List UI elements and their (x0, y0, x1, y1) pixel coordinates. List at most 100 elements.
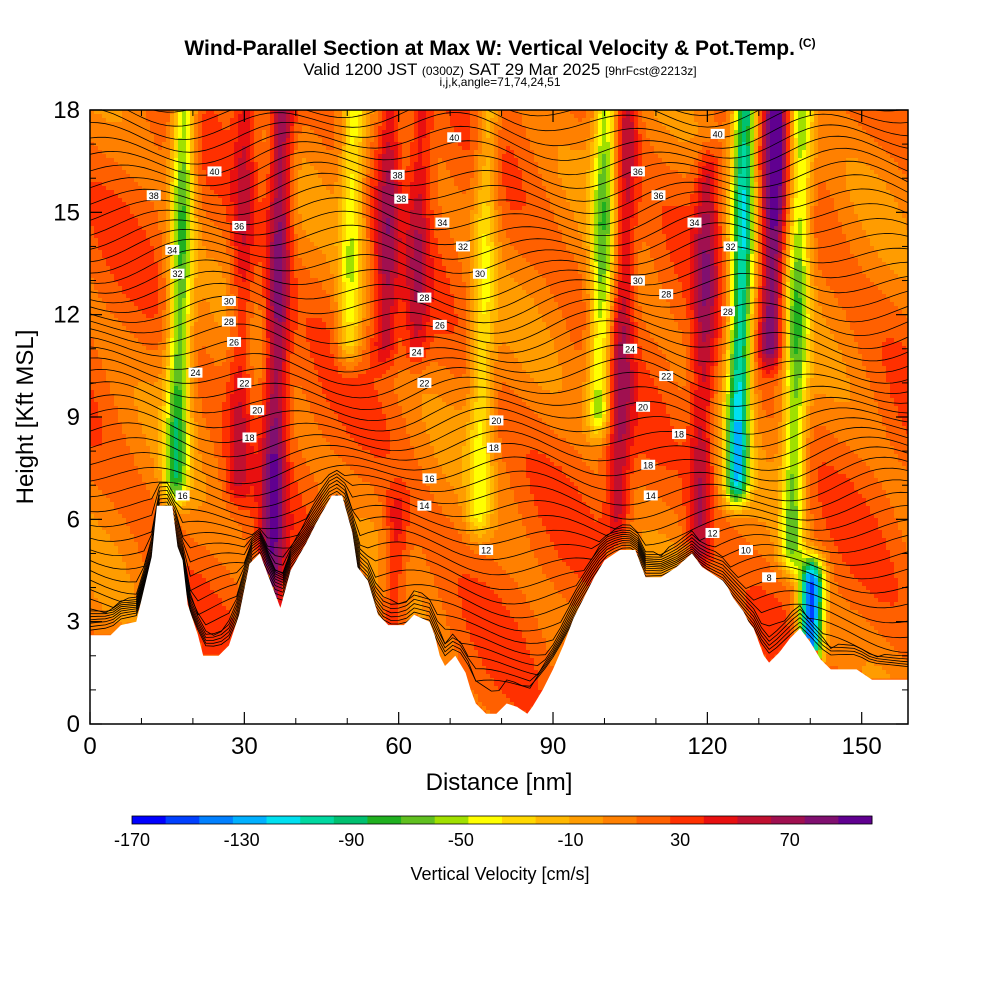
field-cell (694, 146, 699, 151)
field-cell (894, 170, 899, 175)
field-cell (862, 194, 867, 199)
field-cell (518, 114, 523, 119)
field-cell (254, 122, 259, 127)
field-cell (554, 114, 559, 119)
field-cell (354, 182, 359, 187)
field-cell (586, 178, 591, 183)
field-cell (410, 150, 415, 155)
field-cell (562, 150, 567, 155)
field-cell (442, 166, 447, 171)
field-cell (94, 146, 99, 151)
field-cell (762, 142, 767, 147)
field-cell (850, 122, 855, 127)
field-cell (198, 178, 203, 183)
field-cell (422, 186, 427, 191)
field-cell (374, 182, 379, 187)
field-cell (390, 138, 395, 143)
field-cell (646, 142, 651, 147)
field-cell (374, 130, 379, 135)
field-cell (846, 162, 851, 167)
field-cell (738, 166, 743, 171)
field-cell (270, 206, 275, 211)
field-cell (566, 190, 571, 195)
field-cell (414, 194, 419, 199)
field-cell (446, 182, 451, 187)
field-cell (410, 134, 415, 139)
field-cell (366, 114, 371, 119)
field-cell (414, 174, 419, 179)
field-cell (622, 198, 627, 203)
field-cell (698, 122, 703, 127)
field-cell (754, 146, 759, 151)
field-cell (590, 190, 595, 195)
field-cell (126, 186, 131, 191)
field-cell (510, 114, 515, 119)
field-cell (134, 178, 139, 183)
field-cell (354, 202, 359, 207)
field-cell (790, 174, 795, 179)
field-cell (646, 182, 651, 187)
field-cell (294, 134, 299, 139)
field-cell (706, 150, 711, 155)
field-cell (406, 134, 411, 139)
field-cell (114, 174, 119, 179)
field-cell (346, 146, 351, 151)
field-cell (126, 178, 131, 183)
field-cell (554, 134, 559, 139)
field-cell (578, 162, 583, 167)
field-cell (434, 150, 439, 155)
field-cell (658, 154, 663, 159)
field-cell (506, 202, 511, 207)
field-cell (502, 190, 507, 195)
field-cell (326, 158, 331, 163)
field-cell (754, 186, 759, 191)
field-cell (558, 114, 563, 119)
field-cell (474, 122, 479, 127)
field-cell (798, 162, 803, 167)
field-cell (286, 146, 291, 151)
field-cell (342, 162, 347, 167)
field-cell (670, 150, 675, 155)
field-cell (726, 138, 731, 143)
field-cell (878, 194, 883, 199)
field-cell (754, 134, 759, 139)
field-cell (406, 174, 411, 179)
field-cell (238, 182, 243, 187)
field-cell (690, 126, 695, 131)
field-cell (714, 142, 719, 147)
field-cell (586, 194, 591, 199)
field-cell (322, 146, 327, 151)
field-cell (734, 126, 739, 131)
field-cell (654, 138, 659, 143)
field-cell (710, 150, 715, 155)
field-cell (198, 174, 203, 179)
field-cell (394, 146, 399, 151)
field-cell (310, 178, 315, 183)
field-cell (482, 158, 487, 163)
field-cell (370, 126, 375, 131)
field-cell (850, 178, 855, 183)
field-cell (318, 130, 323, 135)
field-cell (818, 178, 823, 183)
field-cell (286, 138, 291, 143)
field-cell (742, 118, 747, 123)
field-cell (626, 118, 631, 123)
field-cell (382, 122, 387, 127)
field-cell (602, 174, 607, 179)
field-cell (346, 206, 351, 211)
field-cell (718, 174, 723, 179)
field-cell (438, 182, 443, 187)
field-cell (314, 190, 319, 195)
field-cell (254, 130, 259, 135)
field-cell (738, 126, 743, 131)
field-cell (534, 146, 539, 151)
field-cell (686, 158, 691, 163)
field-cell (850, 150, 855, 155)
field-cell (758, 198, 763, 203)
field-cell (606, 170, 611, 175)
field-cell (686, 142, 691, 147)
field-cell (462, 174, 467, 179)
field-cell (178, 154, 183, 159)
field-cell (458, 150, 463, 155)
field-cell (570, 122, 575, 127)
